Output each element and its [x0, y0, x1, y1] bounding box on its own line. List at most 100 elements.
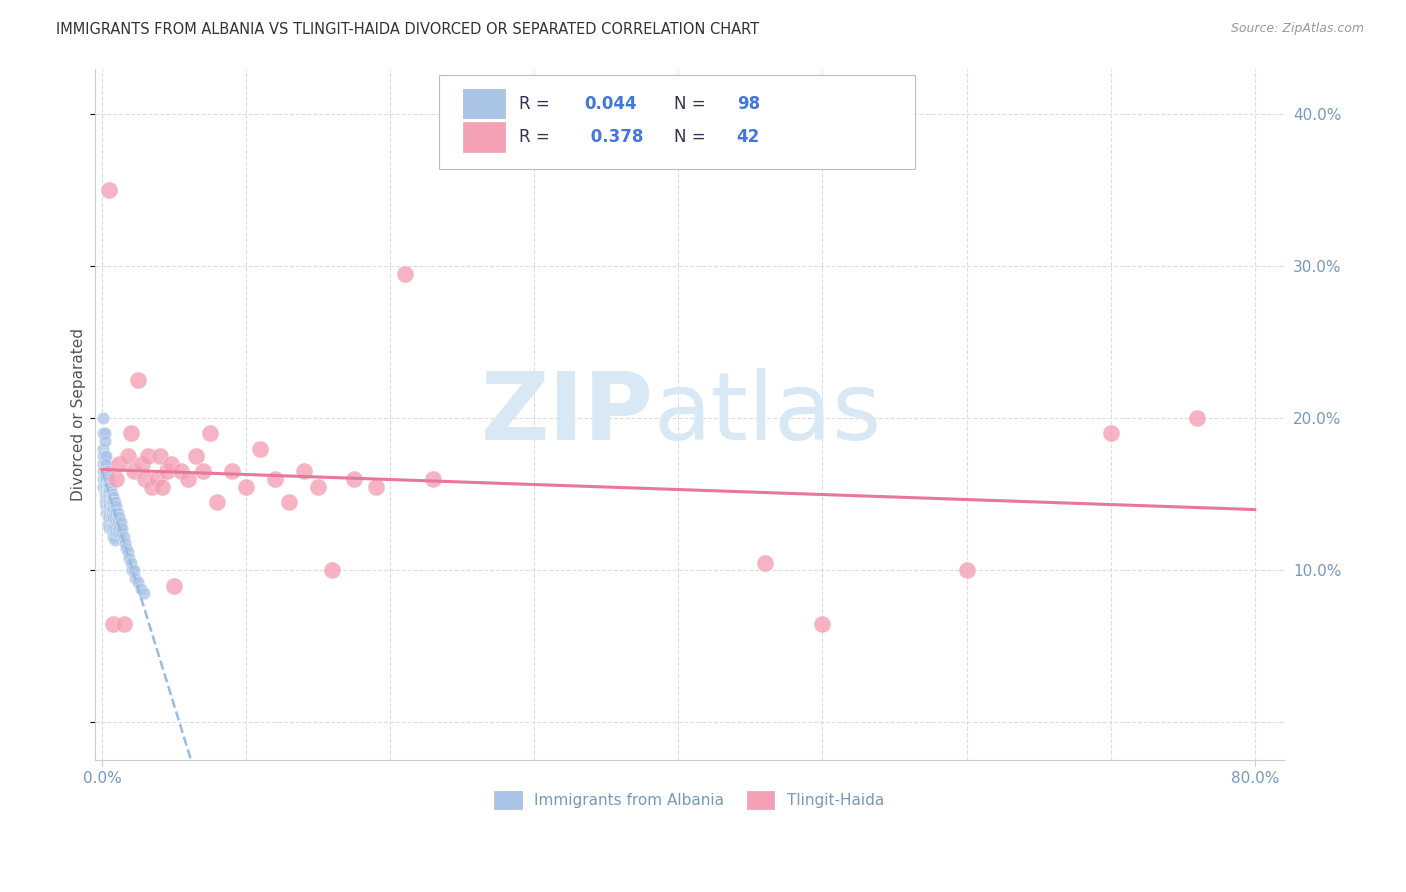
Point	[96, 495, 118, 509]
Point	[108, 521, 131, 535]
Point	[104, 533, 127, 547]
Point	[343, 472, 366, 486]
Point	[263, 472, 285, 486]
Text: R =: R =	[519, 128, 555, 146]
Point	[98, 521, 121, 535]
Point	[101, 521, 124, 535]
Point	[93, 472, 115, 486]
Point	[811, 616, 834, 631]
Point	[97, 475, 120, 489]
Point	[152, 480, 174, 494]
Point	[108, 457, 131, 471]
Point	[100, 480, 122, 494]
Point	[94, 457, 117, 471]
Point	[94, 472, 117, 486]
Point	[112, 616, 135, 631]
Point	[97, 469, 120, 483]
Point	[170, 465, 193, 479]
Point	[97, 484, 120, 499]
Point	[177, 472, 200, 486]
Point	[103, 495, 125, 509]
Point	[94, 426, 117, 441]
Point	[103, 616, 125, 631]
Point	[96, 506, 118, 520]
Point	[94, 487, 117, 501]
Point	[104, 495, 127, 509]
Point	[184, 450, 207, 464]
Point	[105, 525, 128, 540]
Point	[112, 530, 135, 544]
Point	[100, 502, 122, 516]
Point	[94, 434, 117, 448]
Point	[96, 465, 118, 479]
Text: IMMIGRANTS FROM ALBANIA VS TLINGIT-HAIDA DIVORCED OR SEPARATED CORRELATION CHART: IMMIGRANTS FROM ALBANIA VS TLINGIT-HAIDA…	[56, 22, 759, 37]
Point	[98, 510, 121, 524]
FancyBboxPatch shape	[440, 76, 915, 169]
Text: R =: R =	[519, 95, 555, 112]
Point	[97, 500, 120, 514]
Point	[117, 450, 139, 464]
Point	[307, 480, 329, 494]
Point	[98, 491, 121, 505]
Point	[129, 582, 152, 596]
Text: Source: ZipAtlas.com: Source: ZipAtlas.com	[1230, 22, 1364, 36]
Point	[93, 480, 115, 494]
Point	[191, 465, 214, 479]
Text: ZIP: ZIP	[481, 368, 654, 460]
Point	[93, 442, 115, 456]
Point	[98, 506, 121, 520]
Point	[96, 484, 118, 499]
Point	[120, 426, 142, 441]
Point	[205, 495, 228, 509]
Point	[110, 515, 132, 529]
FancyBboxPatch shape	[463, 122, 505, 152]
Point	[96, 450, 118, 464]
Point	[235, 480, 257, 494]
Point	[97, 510, 120, 524]
Point	[103, 510, 125, 524]
Point	[94, 480, 117, 494]
Point	[110, 525, 132, 540]
Point	[107, 506, 129, 520]
Point	[160, 457, 183, 471]
Point	[134, 472, 156, 486]
Point	[105, 472, 128, 486]
Point	[98, 495, 121, 509]
Point	[101, 510, 124, 524]
Point	[108, 510, 131, 524]
Point	[120, 556, 142, 570]
Point	[104, 521, 127, 535]
Point	[278, 495, 301, 509]
Point	[364, 480, 387, 494]
Point	[394, 267, 416, 281]
Point	[118, 551, 141, 566]
Point	[98, 484, 121, 499]
Point	[103, 530, 125, 544]
Point	[94, 450, 117, 464]
Point	[98, 500, 121, 514]
Point	[104, 502, 127, 516]
Point	[321, 563, 343, 577]
Point	[221, 465, 243, 479]
Text: 42: 42	[737, 128, 761, 146]
Point	[141, 480, 163, 494]
Point	[96, 480, 118, 494]
Point	[98, 475, 121, 489]
Point	[100, 491, 122, 505]
Point	[754, 556, 776, 570]
Point	[145, 472, 167, 486]
Point	[111, 521, 134, 535]
Point	[100, 495, 122, 509]
Point	[163, 578, 186, 592]
Text: atlas: atlas	[654, 368, 882, 460]
Point	[97, 465, 120, 479]
Point	[105, 506, 128, 520]
Point	[97, 517, 120, 532]
Point	[93, 426, 115, 441]
Point	[93, 450, 115, 464]
Point	[97, 495, 120, 509]
Point	[103, 502, 125, 516]
Text: 98: 98	[737, 95, 759, 112]
Point	[114, 536, 136, 550]
Point	[136, 450, 159, 464]
